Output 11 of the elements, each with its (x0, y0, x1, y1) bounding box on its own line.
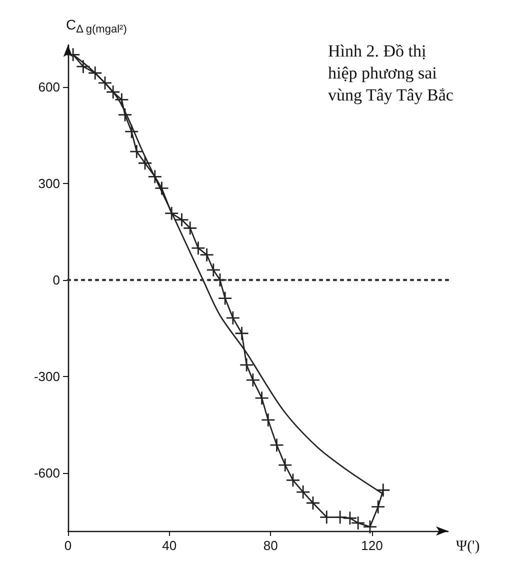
y-tick-label: -300 (34, 369, 60, 384)
x-tick-label: 0 (64, 538, 72, 553)
y-tick-label: 300 (38, 176, 60, 191)
y-tick-label: 600 (38, 79, 60, 94)
y-tick-label: 0 (52, 272, 60, 288)
annotation: Hình 2. Đồ thị hiệp phương sai vùng Tây Tây Bắc (328, 42, 454, 104)
x-tick-label: 80 (263, 538, 278, 553)
y-tick-label: -600 (34, 466, 60, 481)
x-tick-label: 120 (361, 538, 383, 553)
x-axis-title: Ψ(') (456, 538, 480, 554)
x-tick-label: 40 (162, 538, 177, 553)
